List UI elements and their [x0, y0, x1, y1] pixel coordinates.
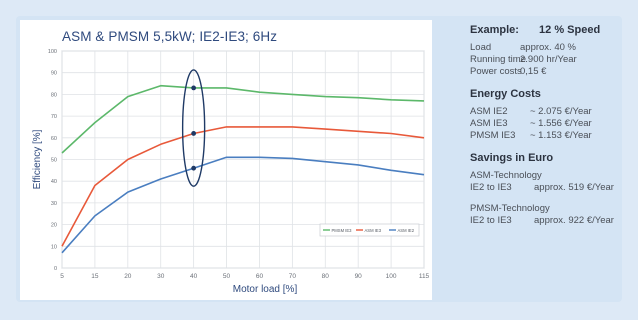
- running-time-value: 2.900 hr/Year: [520, 54, 577, 65]
- legend-label: PMSM IE3: [332, 228, 353, 233]
- energy-row-asm-ie2: ASM IE2 ~ 2.075 €/Year: [470, 106, 630, 118]
- legend-label: ASM IE2: [398, 228, 415, 233]
- example-section: Example: 12 % Speed Load approx. 40 % Ru…: [470, 24, 630, 78]
- energy-costs-section: Energy Costs ASM IE2 ~ 2.075 €/Year ASM …: [470, 88, 630, 142]
- load-label: Load: [470, 42, 492, 53]
- chart-card: ASM & PMSM 5,5kW; IE2-IE3; 6Hz 0 10 20 30 40…: [20, 20, 432, 300]
- x-tick-label: 20: [124, 273, 132, 280]
- x-tick-label: 90: [355, 273, 363, 280]
- y-tick-label: 30: [51, 201, 57, 207]
- energy-row-pmsm-ie3: PMSM IE3 ~ 1.153 €/Year: [470, 130, 630, 142]
- chart-title: ASM & PMSM 5,5kW; IE2-IE3; 6Hz: [62, 29, 278, 44]
- x-tick-label: 40: [190, 273, 198, 280]
- y-tick-label: 60: [51, 136, 57, 142]
- pmsm-savings-value: approx. 922 €/Year: [534, 215, 614, 226]
- asm-ie2-label: ASM IE2: [470, 106, 508, 117]
- savings-section: Savings in Euro ASM-Technology IE2 to IE…: [470, 152, 630, 227]
- highlight-ellipse: [181, 69, 206, 187]
- example-row-power-costs: Power costs 0,15 €: [470, 66, 630, 78]
- energy-row-asm-ie3: ASM IE3 ~ 1.556 €/Year: [470, 118, 630, 130]
- x-tick-label: 15: [91, 273, 99, 280]
- energy-costs-heading: Energy Costs: [470, 88, 541, 100]
- info-panel: Example: 12 % Speed Load approx. 40 % Ru…: [470, 24, 630, 237]
- asm-savings-label: IE2 to IE3: [470, 182, 512, 193]
- series-line-asm-ie3: [61, 126, 425, 247]
- legend-box: [319, 223, 420, 237]
- pmsm-ie3-label: PMSM IE3: [470, 130, 516, 141]
- x-tick-label: 30: [157, 273, 165, 280]
- y-tick-label: 0: [54, 266, 57, 272]
- y-tick-label: 50: [51, 158, 57, 164]
- x-tick-label: 100: [386, 273, 397, 280]
- pmsm-ie3-cost: ~ 1.153 €/Year: [530, 130, 592, 141]
- running-time-label: Running time: [470, 54, 526, 65]
- load-value: approx. 40 %: [520, 42, 576, 53]
- asm-ie2-cost: ~ 2.075 €/Year: [530, 106, 592, 117]
- x-tick-label: 5: [60, 273, 64, 280]
- series-line-pmsm-ie3: [61, 84, 425, 154]
- y-tick-label: 90: [51, 71, 57, 77]
- y-tick-label: 10: [51, 244, 57, 250]
- example-speed: 12 % Speed: [539, 24, 601, 36]
- asm-technology-label: ASM-Technology: [470, 170, 542, 181]
- savings-row-pmsm: IE2 to IE3 approx. 922 €/Year: [470, 215, 630, 227]
- x-tick-label: 50: [223, 273, 231, 280]
- legend-label: ASM IE3: [365, 228, 382, 233]
- efficiency-chart: 0 10 20 30 40 50 60 70 80 90 100 5 15 20 30 40 50 60 70 80 9…: [32, 49, 430, 295]
- asm-ie3-label: ASM IE3: [470, 118, 508, 129]
- y-tick-label: 70: [51, 114, 57, 120]
- highlight-point: [191, 165, 197, 171]
- highlight-point: [191, 85, 197, 91]
- x-tick-label: 80: [322, 273, 330, 280]
- pmsm-technology-label: PMSM-Technology: [470, 203, 550, 214]
- pmsm-savings-label: IE2 to IE3: [470, 215, 512, 226]
- y-tick-label: 40: [51, 179, 57, 185]
- x-tick-label: 115: [419, 273, 430, 280]
- x-tick-label: 70: [289, 273, 297, 280]
- x-axis-label: Motor load [%]: [233, 284, 298, 295]
- highlight-point: [191, 131, 197, 136]
- example-row-load: Load approx. 40 %: [470, 42, 630, 54]
- y-tick-label: 80: [51, 92, 57, 98]
- y-tick-label: 20: [51, 223, 57, 229]
- example-title: Example:: [470, 24, 519, 36]
- power-costs-value: 0,15 €: [520, 66, 547, 77]
- y-axis-label: Efficiency [%]: [32, 129, 43, 189]
- example-heading: Example: 12 % Speed: [470, 24, 630, 36]
- example-row-running-time: Running time 2.900 hr/Year: [470, 54, 630, 66]
- y-tick-label: 100: [48, 49, 57, 55]
- x-tick-label: 60: [256, 273, 264, 280]
- series-line-asm-ie2: [61, 156, 425, 254]
- power-costs-label: Power costs: [470, 66, 522, 77]
- savings-heading: Savings in Euro: [470, 152, 554, 164]
- asm-savings-value: approx. 519 €/Year: [534, 182, 614, 193]
- asm-ie3-cost: ~ 1.556 €/Year: [530, 118, 592, 129]
- savings-row-asm: IE2 to IE3 approx. 519 €/Year: [470, 182, 630, 194]
